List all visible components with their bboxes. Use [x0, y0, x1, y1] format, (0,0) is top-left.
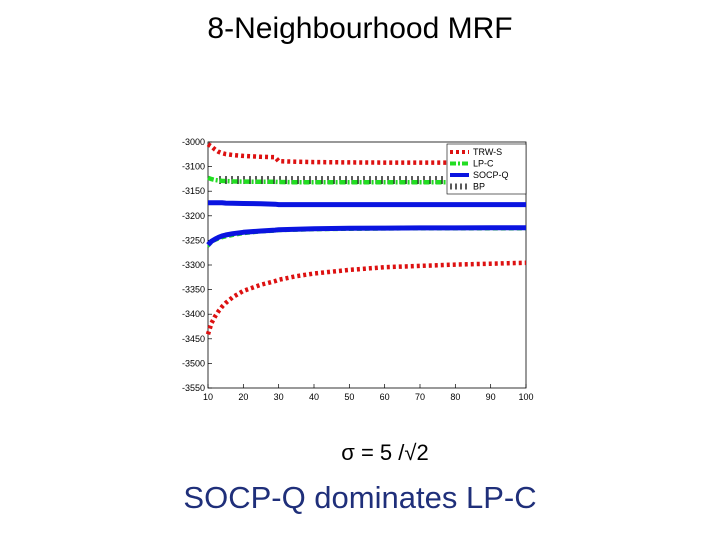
y-tick-label: -3450: [182, 334, 205, 344]
x-tick-label: 30: [274, 392, 284, 402]
legend-label: SOCP-Q: [473, 170, 509, 180]
slide-caption: SOCP-Q dominates LP-C: [183, 480, 537, 515]
y-tick-label: -3350: [182, 285, 205, 295]
y-tick-label: -3100: [182, 162, 205, 172]
x-tick-label: 50: [344, 392, 354, 402]
sigma-label: σ = 5 /√2: [341, 440, 429, 465]
y-tick-label: -3500: [182, 358, 205, 368]
y-tick-label: -3550: [182, 383, 205, 393]
x-tick-label: 40: [309, 392, 319, 402]
legend-label: TRW-S: [473, 147, 502, 157]
x-tick-label: 90: [486, 392, 496, 402]
x-tick-label: 10: [203, 392, 213, 402]
series-line-trw-s-lower-bound: [205, 260, 527, 335]
slide-title: 8-Neighbourhood MRF: [207, 12, 513, 45]
y-tick-label: -3150: [182, 186, 205, 196]
x-tick-label: 60: [380, 392, 390, 402]
legend-label: LP-C: [473, 159, 494, 169]
y-tick-label: -3200: [182, 211, 205, 221]
y-tick-label: -3400: [182, 309, 205, 319]
x-tick-label: 70: [415, 392, 425, 402]
series-line-socp-q: [208, 200, 526, 208]
legend-box: [446, 143, 527, 195]
y-tick-label: -3250: [182, 235, 205, 245]
series-line-socp-q-lower-bound: [206, 225, 526, 247]
x-tick-label: 80: [450, 392, 460, 402]
chart-svg: 10 20 30 40 50 60 70 80 90 100 -3000 -3100 -3150 -320…: [182, 137, 534, 402]
x-tick-label: 100: [518, 392, 533, 402]
legend-label: BP: [473, 182, 485, 192]
x-tick-label: 20: [238, 392, 248, 402]
y-tick-label: -3300: [182, 260, 205, 270]
energy-chart: 10 20 30 40 50 60 70 80 90 100 -3000 -3100 -3150 -320…: [160, 130, 540, 405]
y-tick-label: -3000: [182, 137, 205, 147]
